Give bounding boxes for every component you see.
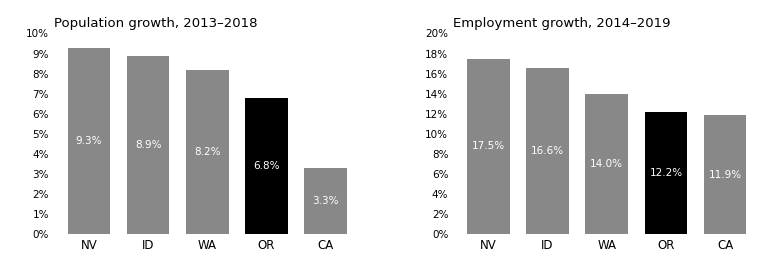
Text: 3.3%: 3.3% [313, 196, 339, 206]
Bar [703, 115, 746, 234]
Bar [186, 70, 229, 234]
Bar [467, 59, 510, 234]
Text: 12.2%: 12.2% [649, 168, 683, 178]
Text: Population growth, 2013–2018: Population growth, 2013–2018 [54, 16, 257, 30]
Text: 16.6%: 16.6% [531, 146, 564, 156]
Text: 8.9%: 8.9% [135, 140, 161, 150]
Text: Source: US Bureau of Labor Statistics: Source: US Bureau of Labor Statistics [604, 278, 760, 279]
Bar [127, 56, 170, 234]
Bar [585, 94, 628, 234]
Text: 14.0%: 14.0% [591, 159, 623, 169]
Bar [644, 112, 687, 234]
Text: 6.8%: 6.8% [253, 161, 280, 171]
Bar [245, 98, 288, 234]
Text: Employment growth, 2014–2019: Employment growth, 2014–2019 [453, 16, 670, 30]
Bar [68, 47, 111, 234]
Bar [304, 168, 347, 234]
Text: 17.5%: 17.5% [472, 141, 505, 151]
Text: 8.2%: 8.2% [194, 147, 220, 157]
Text: Source: US Census Bureau: Source: US Census Bureau [250, 278, 361, 279]
Bar [526, 68, 569, 234]
Text: 11.9%: 11.9% [709, 170, 742, 180]
Text: 9.3%: 9.3% [76, 136, 102, 146]
